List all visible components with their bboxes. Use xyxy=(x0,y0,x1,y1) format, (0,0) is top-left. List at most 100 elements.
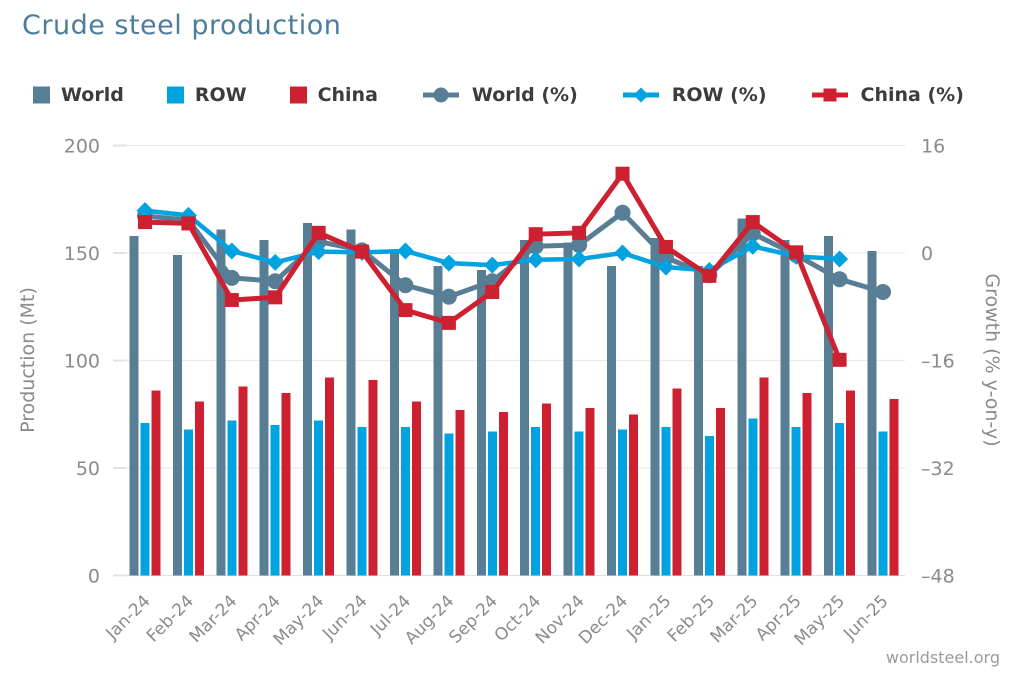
bar-world-mar-25 xyxy=(737,218,747,576)
y-axis-right-labels: 16 0 –16 –32 –48 xyxy=(921,136,955,588)
bar-row-jan-25 xyxy=(661,427,671,576)
bar-world-dec-24 xyxy=(607,265,617,576)
page-title: Crude steel production xyxy=(22,10,342,41)
line-series-china- xyxy=(138,166,847,367)
bar-china-aug-24 xyxy=(455,409,465,576)
bar-world-jun-25 xyxy=(867,250,877,576)
legend-item-china[interactable]: China (%) xyxy=(810,84,964,106)
legend-item-row[interactable]: ROW (%) xyxy=(621,84,767,106)
bar-china-jun-24 xyxy=(368,379,378,576)
bar-world-feb-24 xyxy=(172,255,182,576)
svg-text:–48: –48 xyxy=(921,566,955,588)
bar-world-jan-25 xyxy=(650,237,660,576)
bar-china-jan-25 xyxy=(672,388,682,576)
bar-row-may-25 xyxy=(835,422,845,576)
bar-series-china xyxy=(151,377,899,576)
bar-world-oct-24 xyxy=(520,240,530,576)
bar-world-may-24 xyxy=(303,222,313,576)
y-axis-right-title: Growth (% y-on-y) xyxy=(981,273,1003,446)
bar-row-jul-24 xyxy=(400,427,410,576)
bar-china-feb-24 xyxy=(194,401,204,576)
svg-text:100: 100 xyxy=(64,351,100,373)
bar-row-apr-24 xyxy=(270,425,280,576)
china-swatch-icon xyxy=(289,86,307,104)
svg-text:150: 150 xyxy=(64,243,100,265)
bar-world-jun-24 xyxy=(346,229,356,576)
legend-label: World (%) xyxy=(471,84,578,106)
bar-series-world xyxy=(129,218,877,576)
bar-china-apr-25 xyxy=(802,392,812,576)
row-swatch-icon xyxy=(166,86,184,104)
world-line-marker-icon xyxy=(422,87,459,103)
bar-row-dec-24 xyxy=(618,429,628,576)
bar-world-feb-25 xyxy=(693,265,703,576)
bar-china-jan-24 xyxy=(151,390,161,576)
bar-row-nov-24 xyxy=(574,431,584,576)
bar-row-jan-24 xyxy=(140,422,150,576)
legend-item-world[interactable]: World xyxy=(33,84,124,106)
bar-row-may-24 xyxy=(314,420,324,576)
bar-world-mar-24 xyxy=(216,229,226,576)
bar-world-may-25 xyxy=(824,235,834,576)
bar-row-apr-25 xyxy=(791,427,801,576)
worldsteel-link[interactable]: worldsteel.org xyxy=(885,648,1000,667)
bar-world-apr-25 xyxy=(780,240,790,576)
svg-text:Jun-25: Jun-25 xyxy=(839,591,892,644)
svg-text:–16: –16 xyxy=(921,351,955,373)
bar-row-mar-24 xyxy=(227,420,237,576)
bar-china-mar-24 xyxy=(238,386,248,576)
row-line-marker-icon xyxy=(622,87,659,103)
svg-text:16: 16 xyxy=(921,136,945,158)
bar-world-sep-24 xyxy=(476,270,486,576)
bar-china-oct-24 xyxy=(542,403,552,576)
legend-item-china[interactable]: China xyxy=(289,84,378,106)
bar-china-sep-24 xyxy=(498,412,508,576)
legend-label: China (%) xyxy=(860,84,964,106)
bar-china-feb-25 xyxy=(715,407,725,576)
svg-text:–32: –32 xyxy=(921,458,955,480)
legend-label: ROW xyxy=(194,84,247,106)
svg-text:0: 0 xyxy=(88,566,100,588)
legend-label: ROW (%) xyxy=(671,84,767,106)
bar-row-oct-24 xyxy=(531,427,541,576)
svg-text:Mar-25: Mar-25 xyxy=(707,591,763,647)
legend-label: World xyxy=(61,84,124,106)
legend-item-row[interactable]: ROW xyxy=(166,84,247,106)
svg-text:Dec-24: Dec-24 xyxy=(575,591,632,648)
bar-china-apr-24 xyxy=(281,392,291,576)
svg-text:200: 200 xyxy=(64,136,100,158)
y-axis-left-title: Production (Mt) xyxy=(17,287,39,433)
bar-world-apr-24 xyxy=(259,240,269,576)
legend-item-world[interactable]: World (%) xyxy=(421,84,578,106)
bar-china-mar-25 xyxy=(759,377,769,576)
bar-world-jul-24 xyxy=(389,253,399,576)
bar-row-jun-25 xyxy=(878,431,888,576)
bar-row-mar-25 xyxy=(748,418,758,576)
y-axis-left-labels: 200 150 100 50 0 xyxy=(64,136,100,588)
bar-series-row xyxy=(140,418,888,576)
bar-row-feb-25 xyxy=(704,435,714,576)
svg-text:Sep-24: Sep-24 xyxy=(445,591,501,647)
bar-world-jan-24 xyxy=(129,235,139,576)
bar-world-nov-24 xyxy=(563,242,573,576)
svg-text:50: 50 xyxy=(76,458,100,480)
svg-text:Mar-24: Mar-24 xyxy=(186,591,242,647)
legend-label: China xyxy=(317,84,378,106)
bar-world-aug-24 xyxy=(433,265,443,576)
bar-china-may-24 xyxy=(325,377,335,576)
bar-china-jun-25 xyxy=(889,399,899,576)
svg-text:Jun-24: Jun-24 xyxy=(318,591,371,644)
bar-china-nov-24 xyxy=(585,407,595,576)
bar-row-aug-24 xyxy=(444,433,454,576)
bar-china-may-25 xyxy=(846,390,856,576)
chart-legend: World ROW China World (%) ROW (%) China (%) xyxy=(33,84,964,106)
svg-text:0: 0 xyxy=(921,243,933,265)
china-line-marker-icon xyxy=(811,88,848,102)
world-swatch-icon xyxy=(33,86,50,104)
bar-row-jun-24 xyxy=(357,427,367,576)
x-axis-labels: Jan-24Feb-24Mar-24Apr-24May-24Jun-24Jul-… xyxy=(102,591,893,649)
svg-text:Aug-24: Aug-24 xyxy=(401,591,458,648)
bar-row-feb-24 xyxy=(183,429,193,576)
